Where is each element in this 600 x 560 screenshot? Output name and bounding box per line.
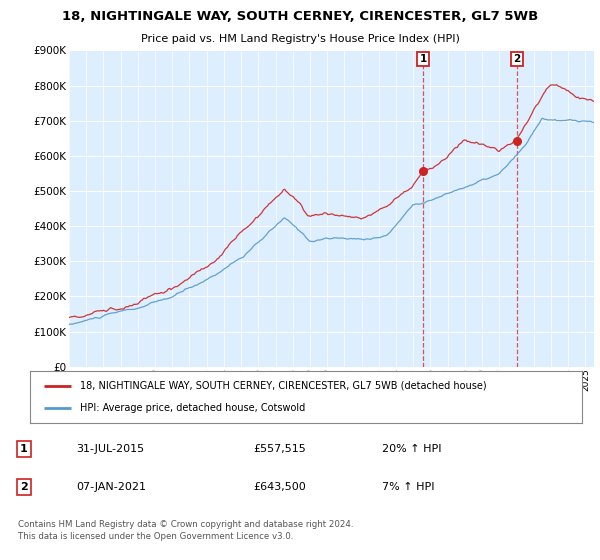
Text: 31-JUL-2015: 31-JUL-2015 bbox=[77, 444, 145, 454]
Text: 2: 2 bbox=[513, 54, 521, 64]
Text: HPI: Average price, detached house, Cotswold: HPI: Average price, detached house, Cots… bbox=[80, 403, 305, 413]
Text: 1: 1 bbox=[20, 444, 28, 454]
Text: 18, NIGHTINGALE WAY, SOUTH CERNEY, CIRENCESTER, GL7 5WB (detached house): 18, NIGHTINGALE WAY, SOUTH CERNEY, CIREN… bbox=[80, 381, 487, 391]
Text: 07-JAN-2021: 07-JAN-2021 bbox=[77, 482, 146, 492]
Text: 2: 2 bbox=[20, 482, 28, 492]
Text: 1: 1 bbox=[419, 54, 427, 64]
Text: 20% ↑ HPI: 20% ↑ HPI bbox=[382, 444, 442, 454]
Text: 18, NIGHTINGALE WAY, SOUTH CERNEY, CIRENCESTER, GL7 5WB: 18, NIGHTINGALE WAY, SOUTH CERNEY, CIREN… bbox=[62, 10, 538, 22]
Text: Contains HM Land Registry data © Crown copyright and database right 2024.
This d: Contains HM Land Registry data © Crown c… bbox=[18, 520, 353, 541]
Text: £557,515: £557,515 bbox=[253, 444, 306, 454]
Text: 7% ↑ HPI: 7% ↑ HPI bbox=[382, 482, 435, 492]
Text: £643,500: £643,500 bbox=[253, 482, 306, 492]
Text: Price paid vs. HM Land Registry's House Price Index (HPI): Price paid vs. HM Land Registry's House … bbox=[140, 34, 460, 44]
